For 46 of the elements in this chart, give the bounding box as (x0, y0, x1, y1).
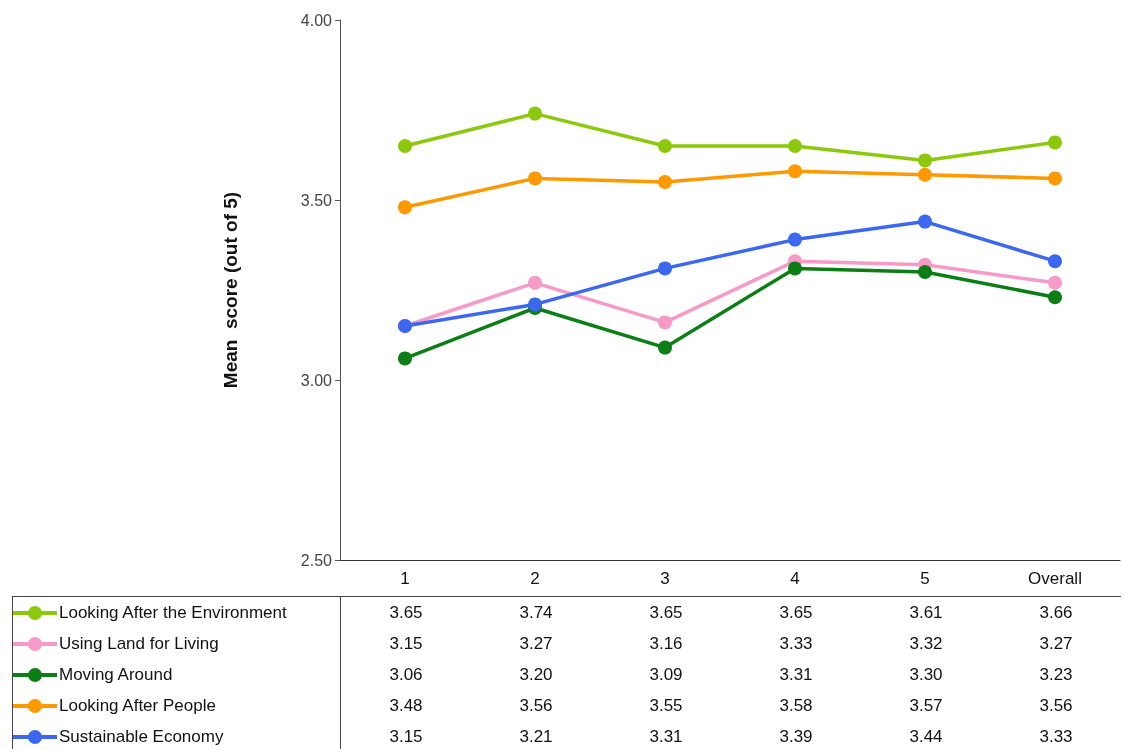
data-label: 3.30 (908, 664, 944, 685)
data-label: 3.21 (518, 726, 554, 747)
data-label: 3.58 (778, 695, 814, 716)
legend-label: Using Land for Living (59, 633, 219, 654)
legend-label: Moving Around (59, 664, 173, 685)
data-label: 3.27 (518, 633, 554, 654)
data-label: 3.31 (778, 664, 814, 685)
data-label: 3.65 (388, 602, 424, 623)
x-tick-label: Overall (1028, 569, 1082, 588)
data-label: 3.09 (648, 664, 684, 685)
data-label: 3.23 (1038, 664, 1074, 685)
data-label: 3.55 (648, 695, 684, 716)
data-label: 3.56 (518, 695, 554, 716)
data-label: 3.33 (778, 633, 814, 654)
data-label: 3.48 (388, 695, 424, 716)
data-label: 3.74 (518, 602, 554, 623)
y-axis-title: Mean score (out of 5) (220, 191, 241, 389)
y-tick-label: 2.50 (300, 551, 333, 569)
data-label: 3.32 (908, 633, 944, 654)
y-tick-label: 4.00 (300, 11, 333, 29)
data-label: 3.65 (778, 602, 814, 623)
x-tick-label: 4 (790, 569, 800, 588)
legend-label: Looking After the Environment (59, 602, 287, 623)
data-label: 3.33 (1038, 726, 1074, 747)
data-label: 3.39 (778, 726, 814, 747)
data-label: 3.56 (1038, 695, 1074, 716)
x-tick-label: 3 (660, 569, 670, 588)
data-label: 3.31 (648, 726, 684, 747)
data-label: 3.20 (518, 664, 554, 685)
data-label: 3.61 (908, 602, 944, 623)
data-label: 3.06 (388, 664, 424, 685)
data-label: 3.57 (908, 695, 944, 716)
y-tick-label: 3.50 (300, 191, 333, 209)
legend-label: Sustainable Economy (59, 726, 224, 747)
legend-label: Looking After People (59, 695, 216, 716)
data-label: 3.65 (648, 602, 684, 623)
data-label: 3.16 (648, 633, 684, 654)
data-label: 3.44 (908, 726, 944, 747)
data-label: 3.15 (388, 726, 424, 747)
y-tick-label: 3.00 (300, 371, 333, 389)
data-label: 3.15 (388, 633, 424, 654)
data-label: 3.66 (1038, 602, 1074, 623)
x-tick-label: 1 (400, 569, 410, 588)
x-tick-label: 5 (920, 569, 930, 588)
data-label: 3.27 (1038, 633, 1074, 654)
x-tick-label: 2 (530, 569, 540, 588)
